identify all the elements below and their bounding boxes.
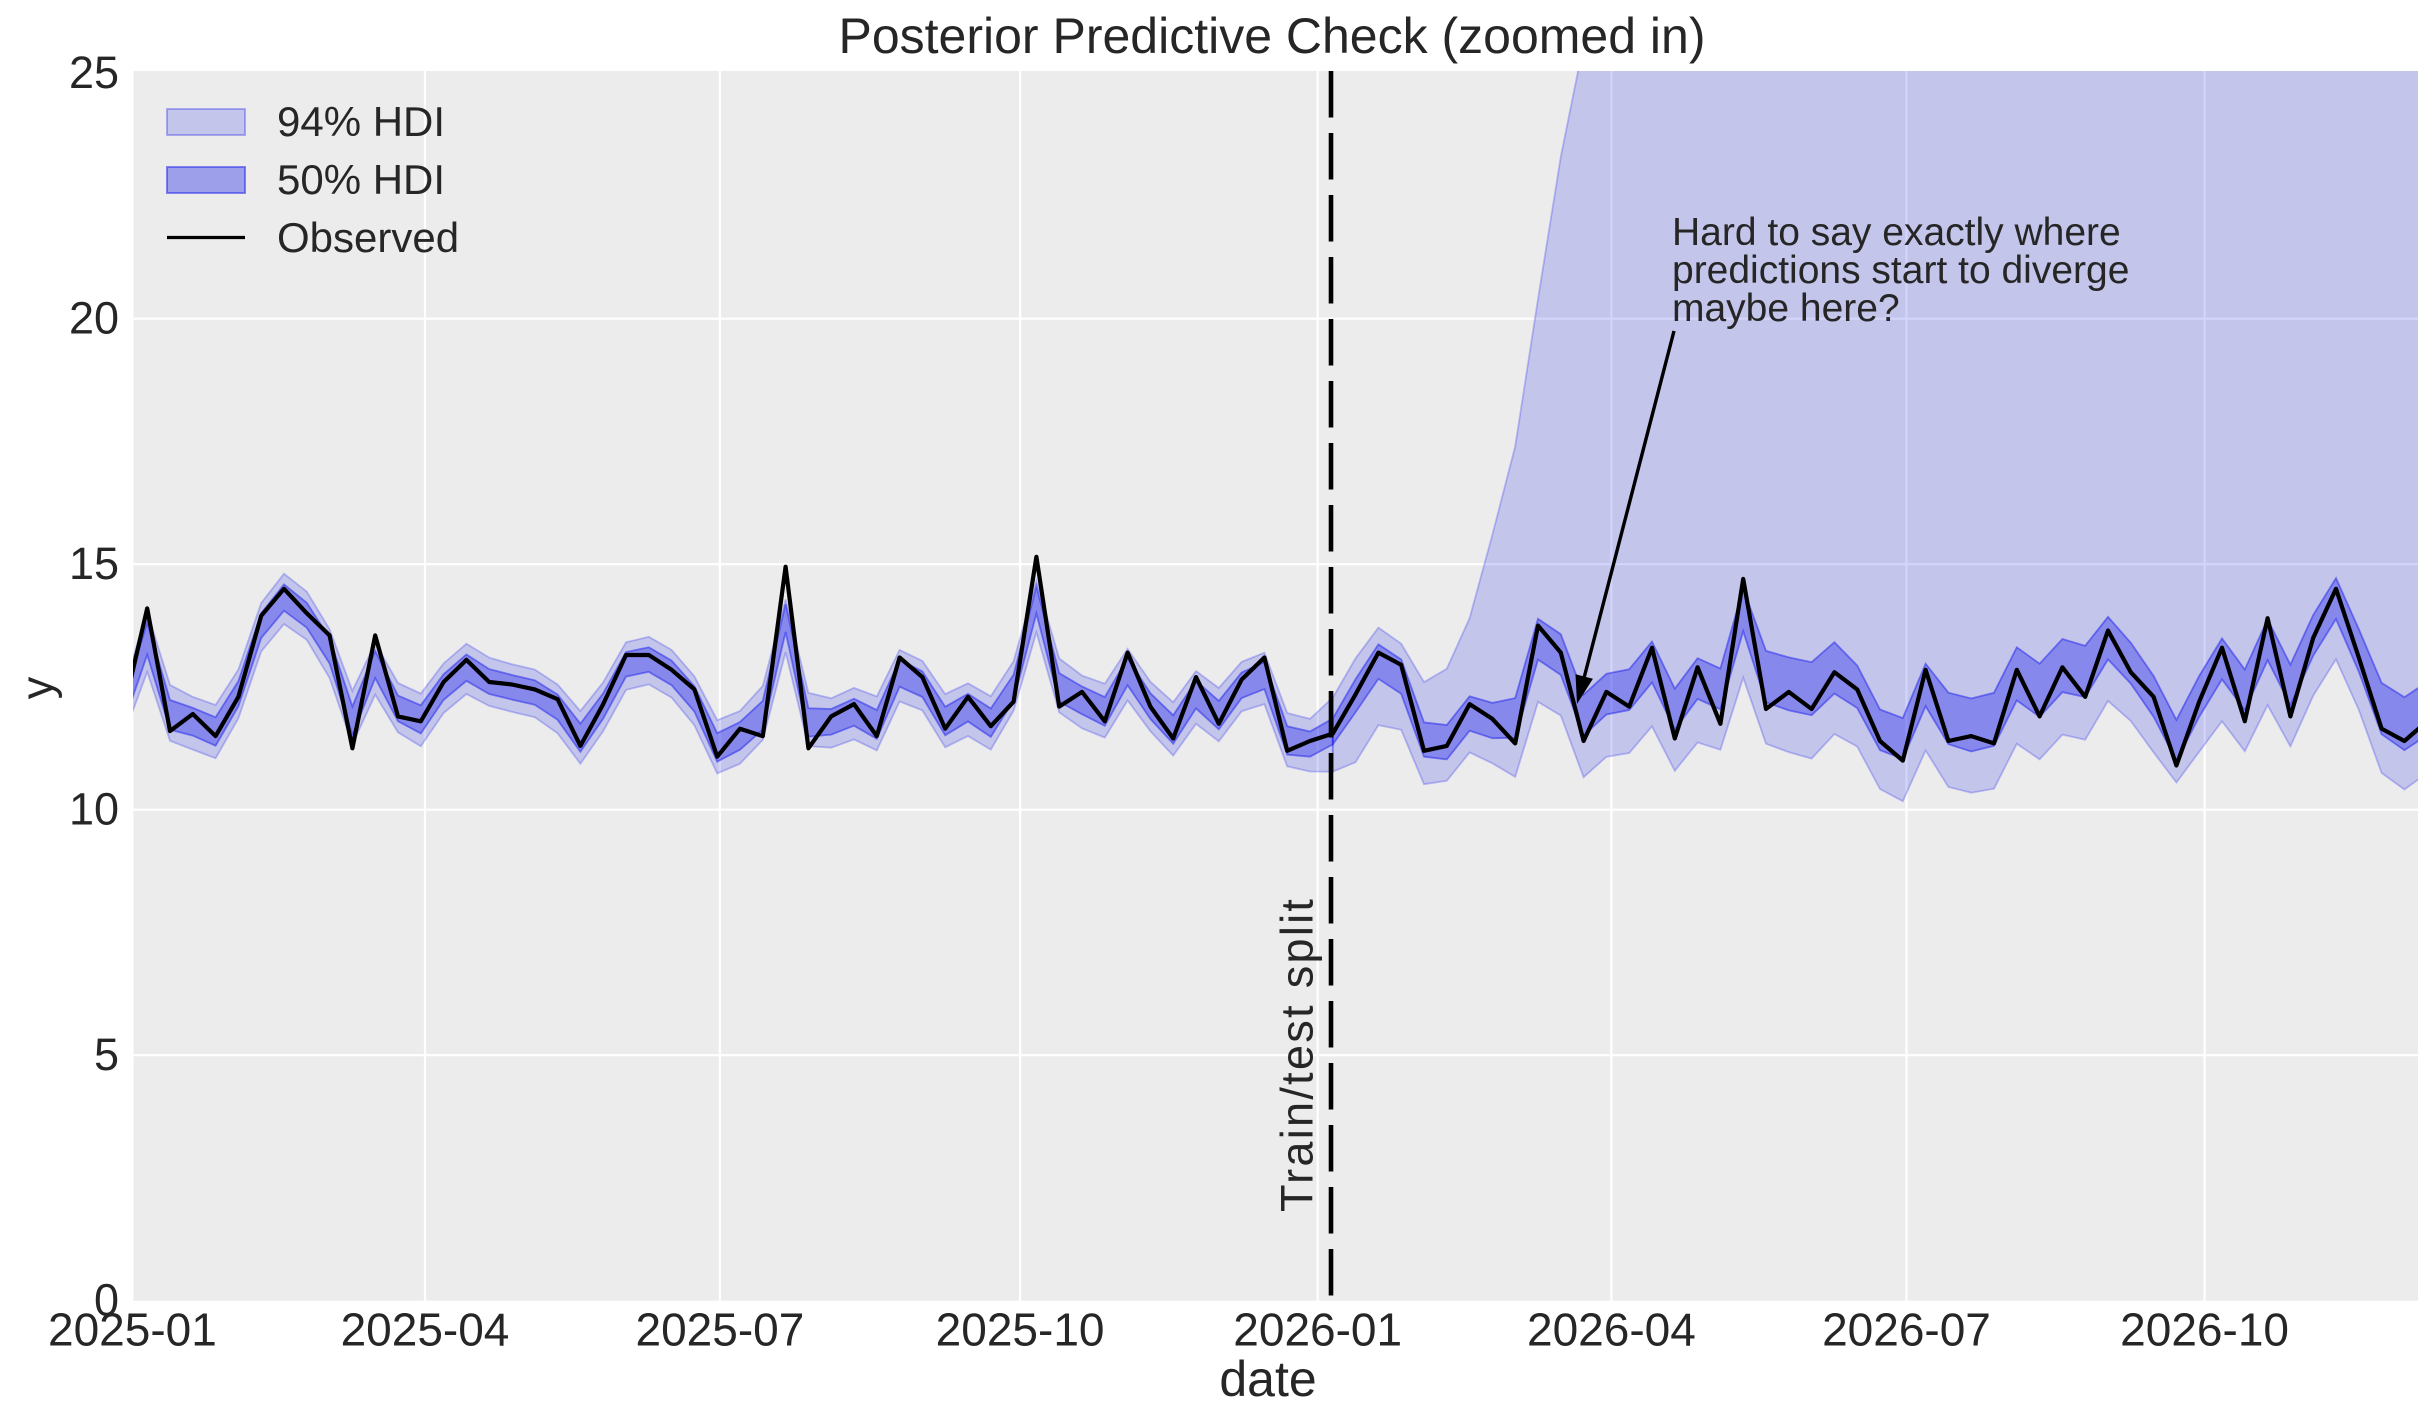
svg-text:2025-04: 2025-04 bbox=[341, 1304, 510, 1356]
svg-text:2025-10: 2025-10 bbox=[936, 1304, 1105, 1356]
svg-text:Observed: Observed bbox=[277, 214, 459, 261]
svg-text:2025-07: 2025-07 bbox=[635, 1304, 804, 1356]
svg-text:20: 20 bbox=[69, 293, 119, 344]
svg-text:10: 10 bbox=[69, 784, 119, 835]
svg-text:2026-10: 2026-10 bbox=[2120, 1304, 2289, 1356]
svg-text:15: 15 bbox=[69, 538, 119, 589]
svg-text:predictions start to diverge: predictions start to diverge bbox=[1672, 249, 2129, 292]
svg-text:0: 0 bbox=[94, 1275, 119, 1326]
svg-text:50% HDI: 50% HDI bbox=[277, 156, 445, 203]
svg-text:2025-01: 2025-01 bbox=[48, 1304, 217, 1356]
svg-text:2026-01: 2026-01 bbox=[1233, 1304, 1402, 1356]
svg-text:2026-04: 2026-04 bbox=[1527, 1304, 1696, 1356]
svg-text:Posterior Predictive Check (zo: Posterior Predictive Check (zoomed in) bbox=[839, 8, 1706, 64]
svg-text:94% HDI: 94% HDI bbox=[277, 98, 445, 145]
svg-text:25: 25 bbox=[69, 47, 119, 98]
svg-text:2026-07: 2026-07 bbox=[1822, 1304, 1991, 1356]
svg-text:5: 5 bbox=[94, 1029, 119, 1080]
svg-text:maybe here?: maybe here? bbox=[1672, 287, 1900, 330]
svg-text:date: date bbox=[1219, 1351, 1316, 1407]
svg-text:Train/test split: Train/test split bbox=[1272, 897, 1323, 1212]
svg-text:y: y bbox=[12, 676, 63, 699]
svg-text:Hard to say exactly where: Hard to say exactly where bbox=[1672, 211, 2121, 254]
